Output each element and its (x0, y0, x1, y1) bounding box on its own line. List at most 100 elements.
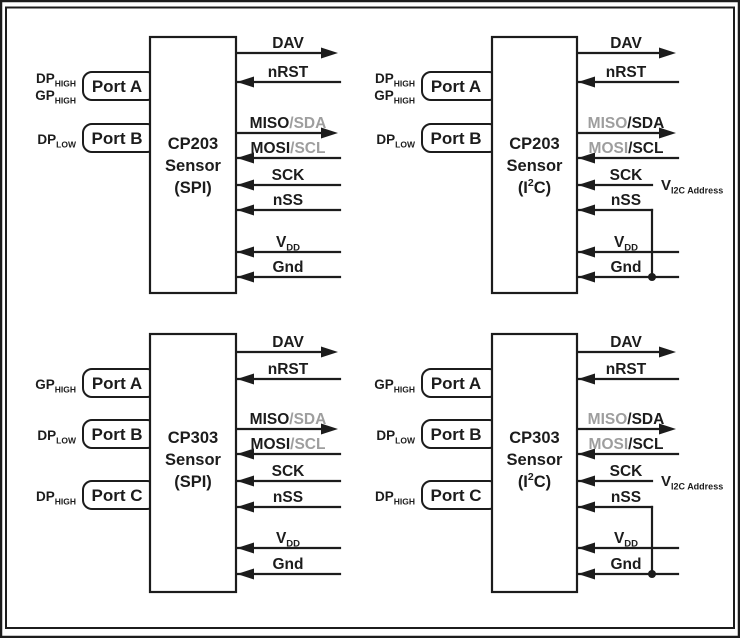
cp303-i2c-pin-vdd: VDD (577, 530, 680, 554)
block-subtitle: Sensor (507, 451, 564, 469)
block-subtitle: Sensor (165, 157, 222, 175)
arrow-in-icon (578, 568, 595, 580)
arrow-in-icon (578, 542, 595, 554)
pin-label: MISO/SDA (588, 115, 665, 132)
pin-label: MOSI/SCL (251, 436, 326, 453)
pin-label: MISO/SDA (250, 411, 327, 428)
port-label: Port B (431, 425, 482, 444)
port-tag: GPHIGH (374, 377, 415, 395)
port-tag: DPLOW (376, 428, 416, 446)
cp203-spi-port-b: Port B DPLOW (37, 123, 157, 153)
pin-label: VDD (614, 234, 638, 254)
arrow-out-icon (659, 47, 676, 59)
cp203-i2c-pin-sck: SCK (577, 167, 654, 191)
pin-label: Gnd (273, 259, 304, 276)
cp203-spi-pin-miso-sda: MISO/SDA (236, 115, 338, 139)
pin-label: MOSI/SCL (589, 436, 664, 453)
cp303-spi-pin-sck: SCK (236, 463, 342, 487)
cp203-spi-block (148, 35, 238, 295)
block-interface: (I2C) (518, 471, 551, 491)
arrow-in-icon (237, 373, 254, 385)
cp303-i2c-pin-dav: DAV (577, 334, 676, 358)
port-label: Port C (431, 486, 482, 505)
block-interface: (SPI) (174, 473, 212, 491)
pin-label: VDD (276, 234, 300, 254)
cp303-spi-port-a: Port A GPHIGH (35, 368, 157, 398)
i2c-address-label: VI2C Address (661, 473, 723, 492)
cp203-i2c-pin-mosi-scl: MOSI/SCL (577, 140, 680, 164)
pin-label: DAV (610, 334, 642, 351)
block-name: CP303 (509, 429, 559, 447)
arrow-in-icon (578, 448, 595, 460)
inner-frame (5, 6, 735, 629)
cp203-i2c-pin-miso-sda: MISO/SDA (577, 115, 676, 139)
block-interface: (I2C) (518, 177, 551, 197)
block-name: CP303 (168, 429, 218, 447)
pin-label: SCK (272, 463, 306, 480)
port-label: Port C (92, 486, 143, 505)
arrow-in-icon (578, 271, 595, 283)
arrow-in-icon (578, 179, 595, 191)
arrow-in-icon (578, 246, 595, 258)
arrow-in-icon (237, 271, 254, 283)
cp303-i2c-pin-gnd: Gnd (577, 556, 680, 580)
port-label: Port B (431, 129, 482, 148)
pin-label: nSS (273, 489, 303, 506)
pin-label: nSS (611, 192, 641, 209)
pin-label: VDD (276, 530, 300, 550)
arrow-in-icon (237, 475, 254, 487)
port-tag: GPHIGH (35, 377, 76, 395)
cp303-i2c-port-b: Port B DPLOW (376, 419, 499, 449)
cp303-i2c-pin-nss: nSS (577, 489, 654, 513)
cp203-spi-pin-dav: DAV (236, 35, 338, 59)
block-subtitle: Sensor (165, 451, 222, 469)
pin-label: MISO/SDA (588, 411, 665, 428)
pin-label: MOSI/SCL (589, 140, 664, 157)
arrow-in-icon (237, 204, 254, 216)
pin-label: nRST (606, 64, 647, 81)
pin-label: nSS (611, 489, 641, 506)
cp303-i2c-port-a: Port A GPHIGH (374, 368, 499, 398)
port-label: Port A (431, 77, 481, 96)
cp203-spi-pin-sck: SCK (236, 167, 342, 191)
arrow-in-icon (578, 475, 595, 487)
pin-label: SCK (610, 463, 644, 480)
pin-label: SCK (272, 167, 306, 184)
cp303-i2c-pin-sck: SCK (577, 463, 654, 487)
arrow-in-icon (578, 152, 595, 164)
cp203-i2c-pin-gnd: Gnd (577, 259, 680, 283)
block-name: CP203 (509, 135, 559, 153)
cp303-spi-pin-dav: DAV (236, 334, 338, 358)
port-tag: GPHIGH (374, 88, 415, 106)
cp303-spi-pin-vdd: VDD (236, 530, 342, 554)
arrow-in-icon (237, 448, 254, 460)
port-label: Port A (92, 77, 142, 96)
cp203-i2c-pin-nss: nSS (577, 192, 654, 216)
pin-label: nRST (268, 361, 309, 378)
cp203-spi-pin-nss: nSS (236, 192, 342, 216)
arrow-in-icon (237, 501, 254, 513)
pin-label: MISO/SDA (250, 115, 327, 132)
cp203-i2c-port-b: Port B DPLOW (376, 123, 499, 153)
arrow-in-icon (578, 204, 595, 216)
unit-cp303-spi: Port A GPHIGH Port B DPLOW Port C DPHIGH CP303… (35, 332, 342, 594)
pin-label: Gnd (611, 259, 642, 276)
pin-label: SCK (610, 167, 644, 184)
cp203-i2c-pin-nrst: nRST (577, 64, 680, 88)
cp203-i2c-pin-dav: DAV (577, 35, 676, 59)
cp203-spi-pin-vdd: VDD (236, 234, 342, 258)
cp303-spi-pin-miso-sda: MISO/SDA (236, 411, 338, 435)
cp303-i2c-pin-mosi-scl: MOSI/SCL (577, 436, 680, 460)
cp303-spi-port-c: Port C DPHIGH (36, 480, 157, 510)
arrow-in-icon (237, 76, 254, 88)
cp303-i2c-pin-nrst: nRST (577, 361, 680, 385)
cp303-spi-pin-gnd: Gnd (236, 556, 342, 580)
cp303-spi-block (148, 332, 238, 594)
pin-label: Gnd (611, 556, 642, 573)
